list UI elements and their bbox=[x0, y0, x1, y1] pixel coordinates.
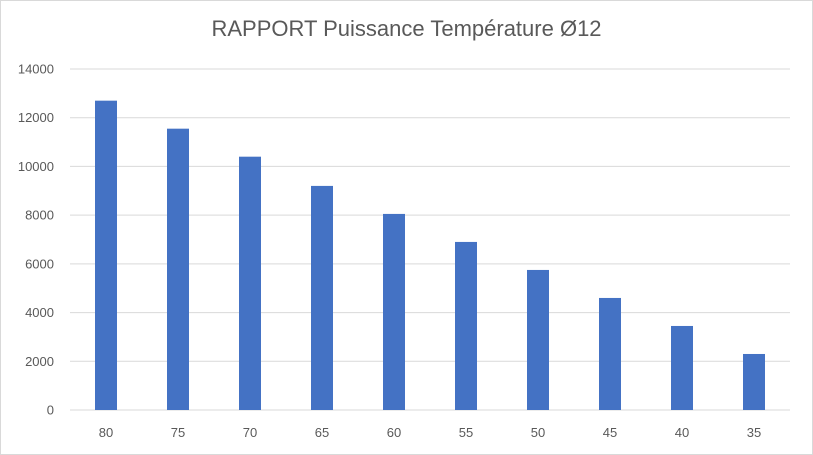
bar-35 bbox=[743, 353, 765, 410]
y-tick-label: 2000 bbox=[25, 354, 54, 369]
y-tick-label: 10000 bbox=[18, 159, 54, 174]
x-tick-label: 70 bbox=[243, 425, 257, 440]
x-tick-label: 80 bbox=[99, 425, 113, 440]
x-axis-labels: 80 75 70 65 60 55 50 45 40 35 bbox=[99, 425, 761, 440]
x-tick-label: 50 bbox=[531, 425, 545, 440]
bar-60 bbox=[383, 213, 405, 410]
y-tick-label: 6000 bbox=[25, 256, 54, 271]
bar-65 bbox=[311, 185, 333, 410]
bar-80 bbox=[95, 100, 117, 411]
bar-70 bbox=[239, 156, 261, 410]
x-tick-label: 75 bbox=[171, 425, 185, 440]
bar-55 bbox=[455, 241, 477, 410]
y-axis-labels: 0 2000 4000 6000 8000 10000 12000 14000 bbox=[18, 62, 54, 418]
x-tick-label: 45 bbox=[603, 425, 617, 440]
x-tick-label: 65 bbox=[315, 425, 329, 440]
bar-75 bbox=[167, 128, 189, 411]
x-tick-label: 35 bbox=[747, 425, 761, 440]
bar-45 bbox=[599, 297, 621, 410]
bar-50 bbox=[527, 269, 549, 410]
y-tick-label: 8000 bbox=[25, 208, 54, 223]
x-tick-label: 40 bbox=[675, 425, 689, 440]
bar-40 bbox=[671, 325, 693, 410]
y-tick-label: 12000 bbox=[18, 110, 54, 125]
y-tick-label: 14000 bbox=[18, 62, 54, 77]
gridlines bbox=[70, 68, 790, 411]
y-tick-label: 4000 bbox=[25, 305, 54, 320]
x-tick-label: 60 bbox=[387, 425, 401, 440]
y-tick-label: 0 bbox=[47, 403, 54, 418]
bars bbox=[95, 100, 765, 411]
x-tick-label: 55 bbox=[459, 425, 473, 440]
chart-title: RAPPORT Puissance Température Ø12 bbox=[211, 16, 602, 41]
